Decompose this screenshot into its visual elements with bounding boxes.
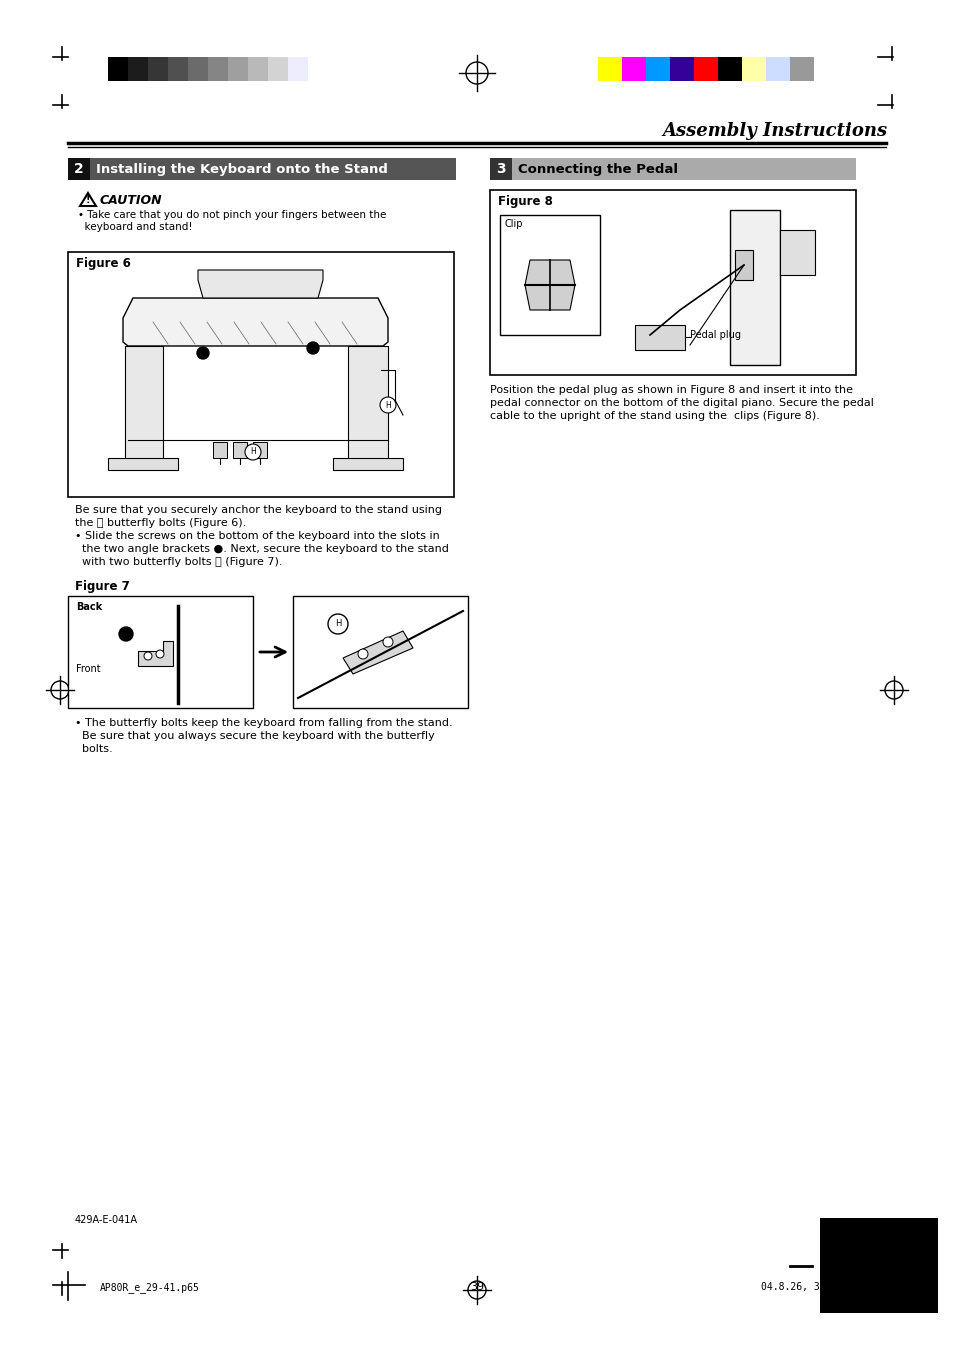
Polygon shape: [198, 270, 323, 299]
Text: Assembly Instructions: Assembly Instructions: [662, 122, 887, 141]
Bar: [68, 596, 253, 708]
Polygon shape: [108, 458, 178, 470]
Polygon shape: [343, 631, 413, 674]
Circle shape: [196, 347, 209, 359]
Bar: [68, 158, 456, 180]
Text: pedal connector on the bottom of the digital piano. Secure the pedal: pedal connector on the bottom of the dig…: [490, 399, 873, 408]
Bar: [168, 57, 188, 81]
Bar: [734, 250, 752, 280]
Bar: [268, 57, 288, 81]
Bar: [718, 57, 741, 81]
Bar: [228, 57, 248, 81]
Text: Position the pedal plug as shown in Figure 8 and insert it into the: Position the pedal plug as shown in Figu…: [490, 385, 852, 394]
Text: 3: 3: [496, 162, 505, 176]
Bar: [598, 57, 621, 81]
Bar: [490, 190, 855, 376]
Text: • The butterfly bolts keep the keyboard from falling from the stand.: • The butterfly bolts keep the keyboard …: [75, 717, 452, 728]
Text: • Take care that you do not pinch your fingers between the: • Take care that you do not pinch your f…: [78, 209, 386, 220]
Text: AP80R_e_29-41.p65: AP80R_e_29-41.p65: [100, 1282, 200, 1293]
Bar: [741, 57, 765, 81]
Circle shape: [245, 444, 261, 459]
Text: with two butterfly bolts ⓗ (Figure 7).: with two butterfly bolts ⓗ (Figure 7).: [75, 557, 282, 567]
Circle shape: [382, 638, 393, 647]
Text: H: H: [385, 400, 391, 409]
Circle shape: [156, 650, 164, 658]
Bar: [765, 57, 789, 81]
Bar: [490, 158, 855, 180]
Text: E-39: E-39: [830, 1247, 926, 1285]
Bar: [645, 57, 669, 81]
Polygon shape: [524, 259, 575, 309]
Polygon shape: [333, 458, 402, 470]
Bar: [820, 1219, 937, 1313]
Bar: [288, 57, 308, 81]
Circle shape: [379, 397, 395, 413]
Bar: [248, 57, 268, 81]
Bar: [108, 57, 128, 81]
Text: Back: Back: [76, 603, 102, 612]
Bar: [669, 57, 693, 81]
Bar: [233, 442, 247, 458]
Text: bolts.: bolts.: [75, 744, 112, 754]
Circle shape: [119, 627, 132, 640]
Circle shape: [307, 342, 318, 354]
Polygon shape: [125, 346, 163, 465]
Bar: [128, 57, 148, 81]
Text: CAUTION: CAUTION: [100, 195, 162, 207]
Bar: [208, 57, 228, 81]
Text: • Slide the screws on the bottom of the keyboard into the slots in: • Slide the screws on the bottom of the …: [75, 531, 439, 540]
Text: the two angle brackets ●. Next, secure the keyboard to the stand: the two angle brackets ●. Next, secure t…: [75, 544, 449, 554]
Circle shape: [357, 648, 368, 659]
Text: 429A-E-041A: 429A-E-041A: [75, 1215, 138, 1225]
Bar: [789, 57, 813, 81]
Text: !: !: [86, 195, 91, 205]
Text: H: H: [335, 620, 341, 628]
Text: keyboard and stand!: keyboard and stand!: [78, 222, 193, 232]
Text: cable to the upright of the stand using the  clips (Figure 8).: cable to the upright of the stand using …: [490, 411, 819, 422]
Text: Be sure that you securely anchor the keyboard to the stand using: Be sure that you securely anchor the key…: [75, 505, 441, 515]
Polygon shape: [138, 640, 172, 666]
Text: Clip: Clip: [504, 219, 523, 230]
Bar: [499, 215, 599, 335]
Text: 2: 2: [74, 162, 84, 176]
Bar: [490, 158, 512, 180]
Bar: [729, 209, 780, 365]
Circle shape: [328, 613, 348, 634]
Bar: [68, 253, 454, 497]
Text: 04.8.26, 3:44 PM: 04.8.26, 3:44 PM: [760, 1282, 854, 1292]
Polygon shape: [348, 346, 388, 465]
Bar: [188, 57, 208, 81]
Bar: [635, 326, 684, 350]
Bar: [621, 57, 645, 81]
Polygon shape: [123, 299, 388, 346]
Bar: [693, 57, 718, 81]
Text: Figure 8: Figure 8: [497, 195, 553, 208]
Text: Figure 7: Figure 7: [75, 580, 130, 593]
Text: Installing the Keyboard onto the Stand: Installing the Keyboard onto the Stand: [96, 162, 388, 176]
Bar: [148, 57, 168, 81]
Bar: [213, 442, 227, 458]
Bar: [780, 230, 814, 276]
Text: Pedal plug: Pedal plug: [689, 330, 740, 340]
Bar: [253, 442, 267, 458]
Circle shape: [144, 653, 152, 661]
Text: Connecting the Pedal: Connecting the Pedal: [517, 162, 678, 176]
Text: 39: 39: [470, 1282, 483, 1292]
Text: the ⓗ butterfly bolts (Figure 6).: the ⓗ butterfly bolts (Figure 6).: [75, 517, 246, 528]
Bar: [293, 596, 468, 708]
Text: Be sure that you always secure the keyboard with the butterfly: Be sure that you always secure the keybo…: [75, 731, 435, 740]
Bar: [308, 57, 328, 81]
Bar: [68, 158, 90, 180]
Text: H: H: [250, 447, 255, 457]
Text: Figure 6: Figure 6: [76, 257, 131, 270]
Text: Front: Front: [76, 663, 100, 674]
